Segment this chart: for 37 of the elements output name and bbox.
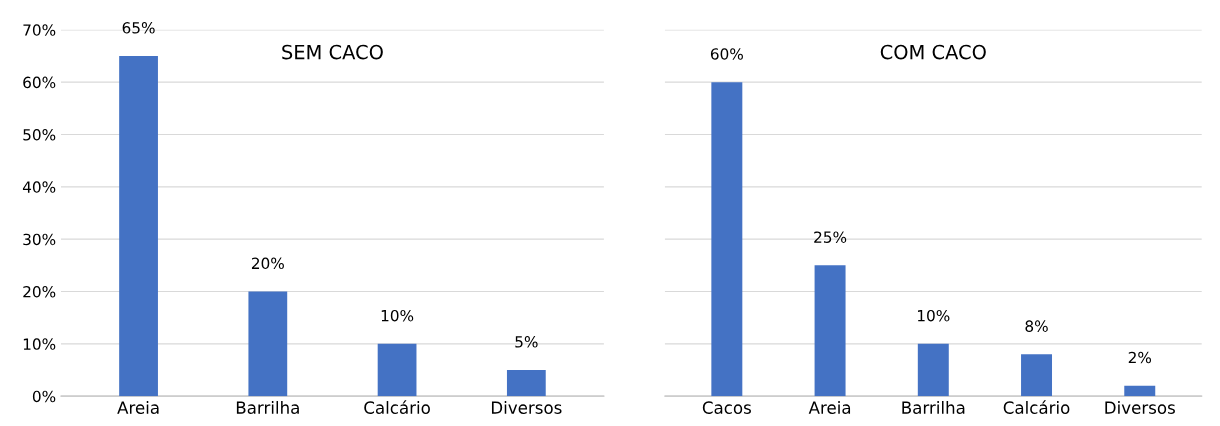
data-label: 8% [1025,320,1048,332]
data-label: 5% [515,336,538,348]
data-label: 25% [814,231,847,243]
x-tick-label: Diversos [1105,401,1175,414]
y-tick-label: 50% [23,128,56,141]
data-label: 10% [381,309,414,322]
data-label: 10% [918,309,950,322]
x-tick-label: Areia [117,401,159,414]
data-label: 60% [710,48,743,60]
x-tick-label: Diversos [491,401,562,414]
text: SEM CACO [282,44,383,60]
x-tick-label: Barrilha [236,401,299,414]
bar [1124,385,1156,397]
y-tick-label: 10% [23,338,56,350]
y-tick-label: 60% [23,76,56,89]
x-tick-label: Calcário [364,400,430,414]
x-tick-label: Calcário [1003,400,1070,414]
y-tick-label: 30% [23,233,56,246]
bar [711,82,743,397]
y-tick-label: 40% [22,181,56,193]
bar [377,343,417,397]
bar [248,291,288,397]
data-label: 65% [122,22,155,34]
x-tick-label: Barrilha [902,401,965,414]
y-tick-label: 20% [23,285,56,298]
bar [1021,354,1053,397]
bar [814,265,846,397]
data-label: 2% [1128,351,1152,364]
bar [119,55,158,397]
y-tick-label: 70% [23,24,56,36]
text: COM CACO [880,44,986,60]
data-label: 20% [251,257,284,270]
x-tick-label: Areia [808,401,851,414]
y-tick-label: 0% [32,390,56,403]
x-tick-label: Cacos [702,401,751,414]
bar [917,343,949,397]
bar [506,370,546,397]
